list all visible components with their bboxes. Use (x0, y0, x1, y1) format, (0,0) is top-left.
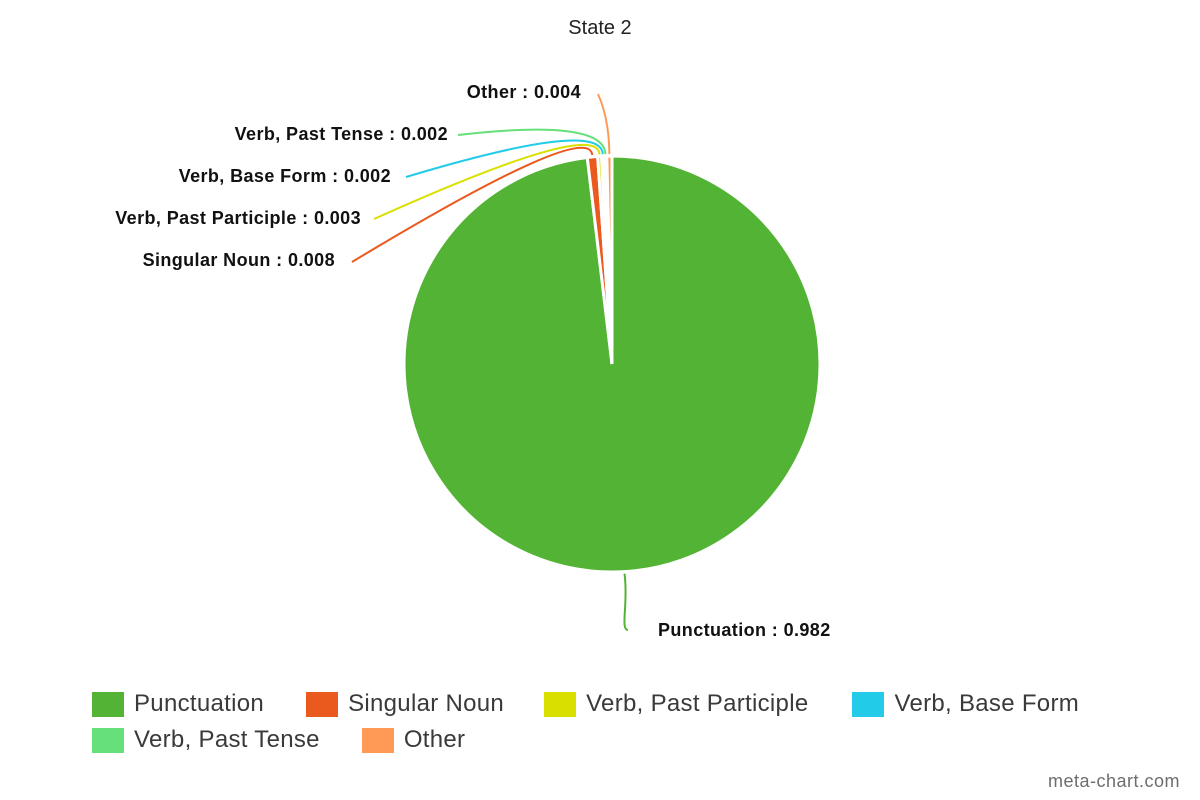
legend-label: Punctuation (134, 690, 265, 717)
legend-label: Other (403, 726, 466, 753)
legend-swatch (92, 691, 124, 717)
data-label-other: Other : 0.004 (467, 82, 581, 102)
legend-swatch (92, 727, 124, 753)
legend-row: Punctuation Singular Noun Verb, Past Par… (92, 686, 1172, 722)
legend-label: Singular Noun (348, 690, 505, 717)
leader-line-other (597, 93, 611, 155)
data-label-singular-noun: Singular Noun : 0.008 (143, 250, 335, 270)
legend-row: Verb, Past Tense Other (92, 722, 1172, 758)
credit-text[interactable]: meta-chart.com (1047, 771, 1180, 791)
legend-swatch (306, 691, 339, 717)
legend-item-verb-past-tense[interactable]: Verb, Past Tense (92, 726, 320, 754)
pie-slice-other[interactable] (605, 154, 614, 365)
legend-item-other[interactable]: Other (361, 726, 466, 754)
legend-swatch (544, 691, 577, 717)
legend-label: Verb, Past Tense (134, 726, 320, 753)
leader-line-verb-base-form (405, 139, 604, 178)
leader-line-verb-past-participle (373, 144, 601, 220)
legend-label: Verb, Base Form (894, 690, 1080, 717)
legend-item-verb-past-participle[interactable]: Verb, Past Participle (544, 690, 808, 718)
pie-chart: State 2 Punctuation : 0.982 Singular Noun… (115, 17, 831, 640)
leader-line-singular-noun (351, 146, 594, 263)
leader-line-punctuation (623, 573, 629, 631)
data-label-verb-past-tense: Verb, Past Tense : 0.002 (235, 124, 448, 144)
data-label-punctuation: Punctuation : 0.982 (658, 620, 831, 640)
legend-item-verb-base-form[interactable]: Verb, Base Form (852, 690, 1079, 718)
legend-swatch (852, 691, 885, 717)
legend-label: Verb, Past Participle (586, 690, 809, 717)
chart-title: State 2 (568, 17, 631, 39)
legend-item-singular-noun[interactable]: Singular Noun (306, 690, 504, 718)
data-label-verb-base-form: Verb, Base Form : 0.002 (179, 166, 391, 186)
legend-item-punctuation[interactable]: Punctuation (92, 690, 264, 718)
chart-legend: Punctuation Singular Noun Verb, Past Par… (92, 686, 1172, 758)
legend-swatch (361, 727, 394, 753)
data-label-verb-past-participle: Verb, Past Participle : 0.003 (115, 208, 361, 228)
leader-line-verb-past-tense (457, 128, 607, 155)
